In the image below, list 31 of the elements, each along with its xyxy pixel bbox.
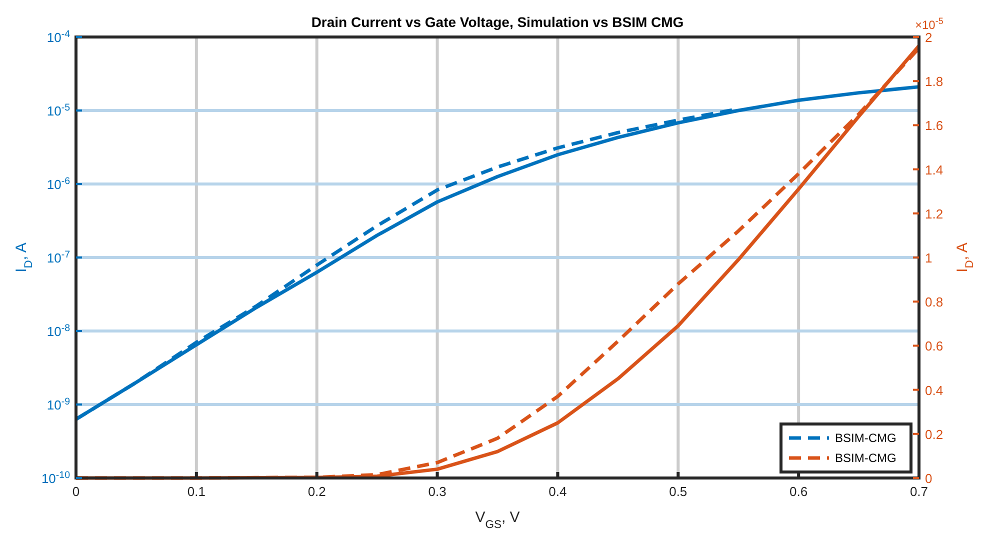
y2-tick-label: 2 <box>925 30 932 45</box>
x-axis-title: V$_{GS}$, V <box>475 509 520 531</box>
y2-tick-label: 0.4 <box>925 382 944 398</box>
x-tick-label: 0 <box>72 484 80 499</box>
x-tick-label: 0.1 <box>187 484 206 499</box>
y2-tick-label: 0.8 <box>925 294 944 310</box>
y-tick-label: 10$^{-8}$ <box>46 322 70 339</box>
x-tick-label: 0.6 <box>790 484 808 499</box>
x-tick-label: 0.4 <box>548 484 567 499</box>
chart-title: Drain Current vs Gate Voltage, Simulation vs BSIM CMG <box>311 14 684 30</box>
y-tick-label: 10$^{-5}$ <box>46 102 71 118</box>
y2-tick-label: 1.2 <box>925 206 944 222</box>
x-tick-label: 0.7 <box>910 484 928 499</box>
y2-tick-label: 0 <box>925 471 932 486</box>
x-tick-label: 0.3 <box>428 484 446 499</box>
y-tick-label: 10$^{-6}$ <box>46 176 70 192</box>
y2-tick-label: 1.6 <box>925 118 944 134</box>
y-tick-label: 10$^{-4}$ <box>46 28 71 45</box>
y2-tick-label: 0.6 <box>925 338 944 354</box>
y2-tick-label: 1.4 <box>925 162 944 178</box>
y2-tick-label: 1 <box>925 250 932 266</box>
y2-tick-label: 0.2 <box>925 426 944 442</box>
y-tick-label: 10$^{-7}$ <box>46 249 70 266</box>
y-tick-label: 10$^{-9}$ <box>46 396 70 412</box>
x-tick-label: 0.2 <box>308 484 326 499</box>
legend-label: BSIM-CMG <box>835 431 896 445</box>
y-tick-label: 10$^{-10}$ <box>41 470 71 486</box>
x-tick-label: 0.5 <box>669 484 688 499</box>
legend-label: BSIM-CMG <box>835 451 896 465</box>
text: ×10$^{-5}$ <box>915 16 944 32</box>
y2-tick-label: 1.8 <box>925 74 944 90</box>
